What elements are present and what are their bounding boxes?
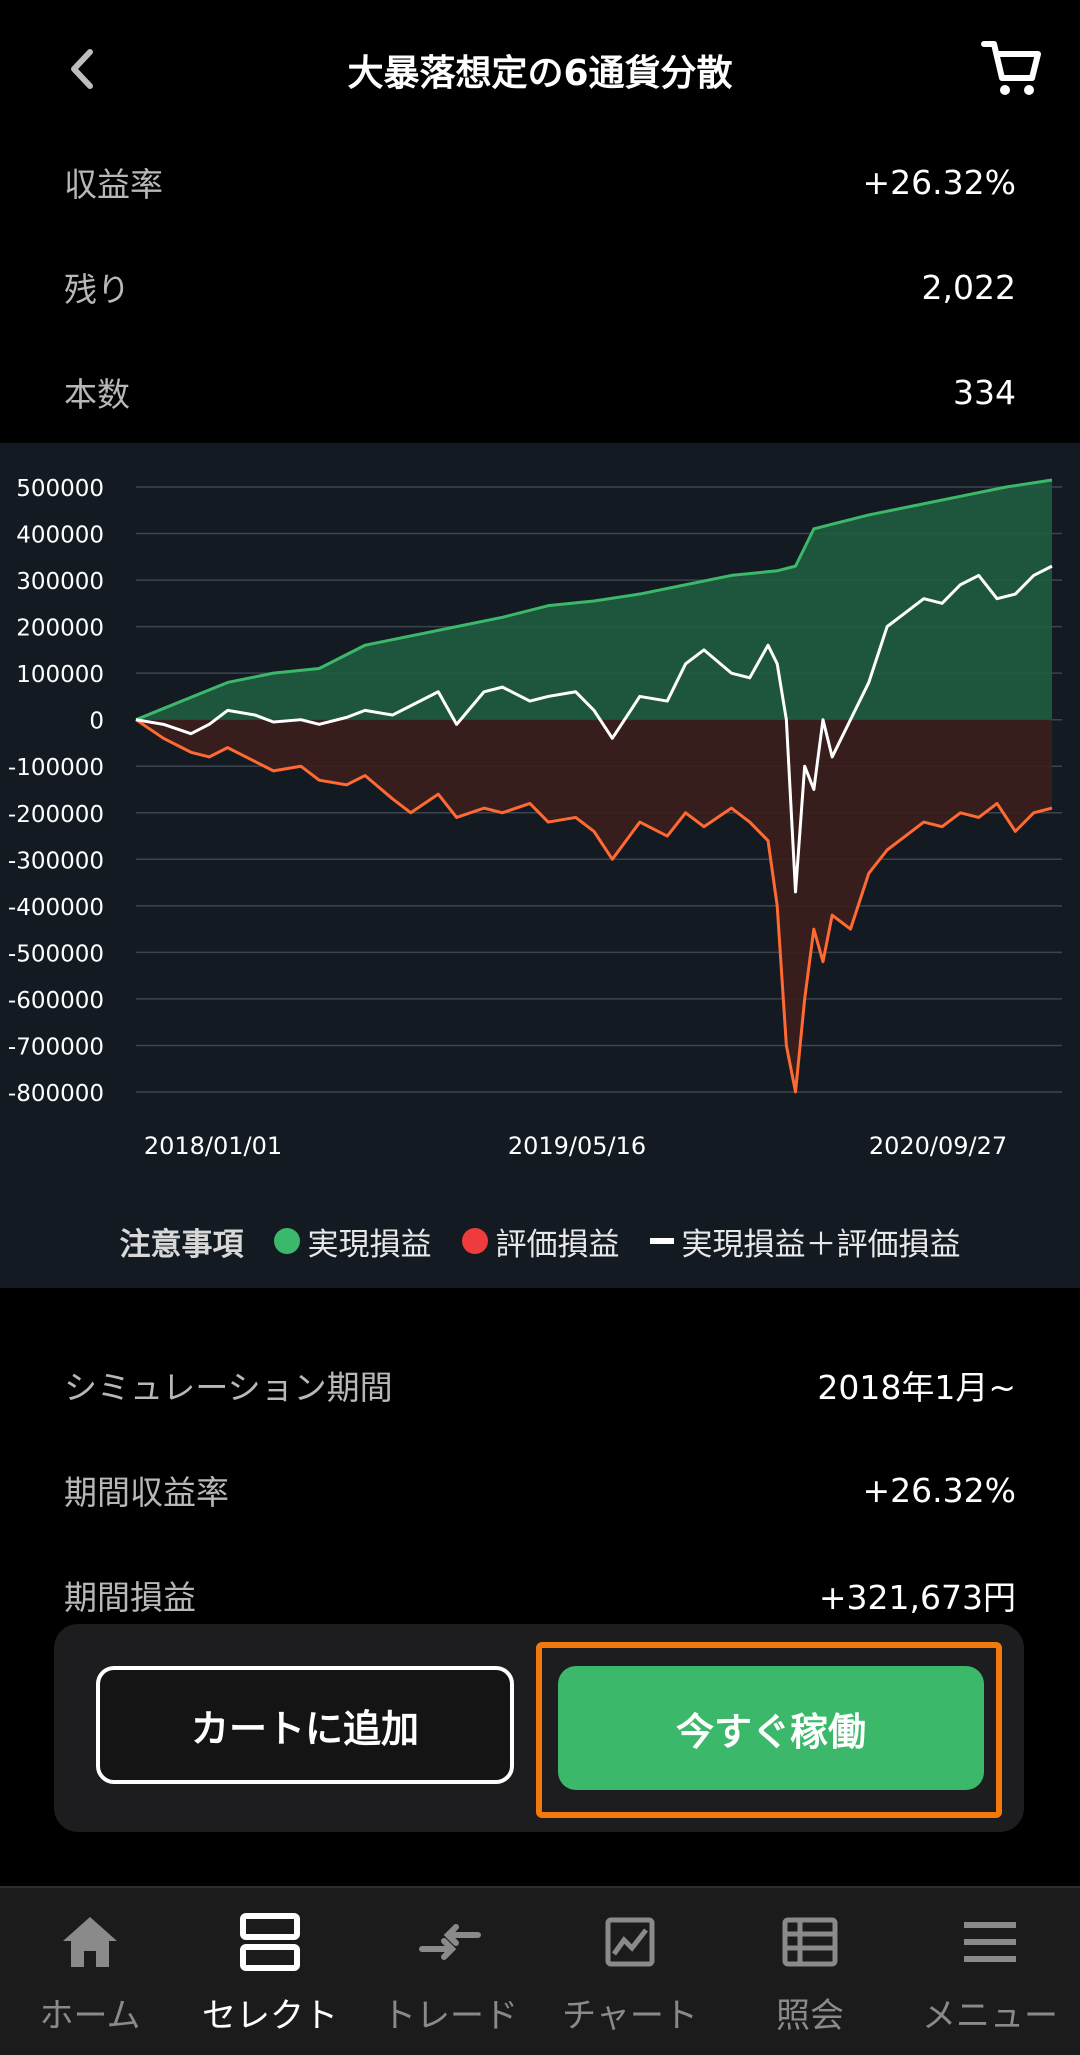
y-tick-label: 100000 xyxy=(16,662,104,688)
select-icon xyxy=(235,1910,305,1974)
legend-label: 実現損益 xyxy=(307,1226,432,1263)
y-tick-label: -200000 xyxy=(8,802,104,828)
nav-label: トレード xyxy=(382,1996,518,2036)
chevron-left-icon xyxy=(71,49,93,89)
nav-label: セレクト xyxy=(202,1996,338,2036)
detail-value: +321,673円 xyxy=(818,1578,1016,1617)
legend-dot-red xyxy=(461,1228,488,1254)
nav-label: 照会 xyxy=(776,1996,844,2036)
stat-label: 収益率 xyxy=(64,165,163,204)
nav-item-home[interactable]: ホーム xyxy=(0,1888,180,2055)
nav-item-inquiry[interactable]: 照会 xyxy=(720,1888,900,2055)
y-tick-label: 200000 xyxy=(16,616,104,642)
action-bar: カートに追加 今すぐ稼働 xyxy=(54,1624,1024,1832)
unrealized-line xyxy=(135,718,1053,1094)
stat-value: 2,022 xyxy=(921,267,1016,307)
y-tick-label: 500000 xyxy=(16,476,104,502)
page-title: 大暴落想定の6通貨分散 xyxy=(347,53,733,94)
legend-dot-green xyxy=(273,1228,300,1254)
legend-label: 評価損益 xyxy=(495,1226,620,1263)
y-tick-label: 0 xyxy=(89,709,104,735)
x-tick-label: 2019/05/16 xyxy=(508,1132,646,1160)
back-button[interactable] xyxy=(58,38,108,100)
nav-label: ホーム xyxy=(39,1996,141,2036)
app-header: 大暴落想定の6通貨分散 xyxy=(0,0,1080,140)
y-tick-label: -600000 xyxy=(8,988,104,1014)
total-line xyxy=(135,564,1053,894)
detail-label: シミュレーション期間 xyxy=(64,1368,393,1407)
y-tick-label: -300000 xyxy=(8,848,104,874)
stat-label: 本数 xyxy=(64,375,130,414)
stat-label: 残り xyxy=(64,270,130,309)
y-tick-label: 400000 xyxy=(16,523,104,549)
nav-item-trade[interactable]: トレード xyxy=(360,1888,540,2055)
nav-label: チャート xyxy=(562,1996,698,2036)
stat-value: 334 xyxy=(953,372,1016,412)
cart-icon xyxy=(981,41,1041,95)
run-now-button[interactable]: 今すぐ稼働 xyxy=(558,1666,984,1790)
detail-value: 2018年1月~ xyxy=(817,1368,1016,1407)
add-to-cart-button[interactable]: カートに追加 xyxy=(96,1666,514,1784)
y-tick-label: -500000 xyxy=(8,941,104,967)
detail-value: +26.32% xyxy=(862,1470,1016,1510)
stat-value: +26.32% xyxy=(862,162,1016,202)
y-tick-label: 300000 xyxy=(16,569,104,595)
trade-icon xyxy=(415,1910,485,1974)
nav-item-select[interactable]: セレクト xyxy=(180,1888,360,2055)
home-icon xyxy=(55,1910,125,1974)
profit-chart-panel: 500000 400000 300000 200000 100000 0 -100000 -2… xyxy=(0,443,1080,1288)
legend-dash-white xyxy=(649,1238,674,1244)
profit-chart: 500000 400000 300000 200000 100000 0 -100000 -2… xyxy=(8,476,1062,1160)
legend-title[interactable]: 注意事項 xyxy=(119,1226,244,1263)
nav-label: メニュー xyxy=(922,1996,1058,2036)
bottom-nav: ホーム セレクト トレード チャート 照会 メニュー xyxy=(0,1886,1080,2055)
detail-row-period: シミュレーション期間 2018年1月~ xyxy=(64,1350,1016,1420)
realized-area xyxy=(136,480,1052,720)
detail-row-period-profit: 期間損益 +321,673円 xyxy=(64,1560,1016,1630)
stat-row-count: 本数 334 xyxy=(64,357,1016,427)
detail-row-period-return: 期間収益率 +26.32% xyxy=(64,1455,1016,1525)
x-tick-label: 2020/09/27 xyxy=(869,1132,1007,1160)
legend-item-total: 実現損益＋評価損益 xyxy=(649,1219,961,1264)
detail-label: 期間損益 xyxy=(64,1578,196,1617)
stat-row-remaining: 残り 2,022 xyxy=(64,252,1016,322)
nav-item-menu[interactable]: メニュー xyxy=(900,1888,1080,2055)
menu-icon xyxy=(955,1910,1025,1974)
detail-label: 期間収益率 xyxy=(64,1473,229,1512)
x-tick-label: 2018/01/01 xyxy=(144,1132,282,1160)
y-tick-label: -100000 xyxy=(8,755,104,781)
legend-item-unrealized: 評価損益 xyxy=(461,1219,620,1264)
highlight-frame xyxy=(536,1642,1002,1818)
unrealized-area xyxy=(136,719,1052,1092)
y-tick-label: -400000 xyxy=(8,895,104,921)
legend-item-realized: 実現損益 xyxy=(273,1219,432,1264)
legend-label: 実現損益＋評価損益 xyxy=(681,1226,961,1263)
chart-icon xyxy=(595,1910,665,1974)
stat-row-return: 収益率 +26.32% xyxy=(64,147,1016,217)
nav-item-chart[interactable]: チャート xyxy=(540,1888,720,2055)
chart-legend: 注意事項 実現損益 評価損益 実現損益＋評価損益 xyxy=(0,1213,1080,1269)
y-tick-label: -800000 xyxy=(8,1081,104,1107)
realized-line xyxy=(135,478,1053,722)
list-icon xyxy=(775,1910,845,1974)
y-tick-label: -700000 xyxy=(8,1034,104,1060)
cart-button[interactable] xyxy=(980,36,1050,100)
